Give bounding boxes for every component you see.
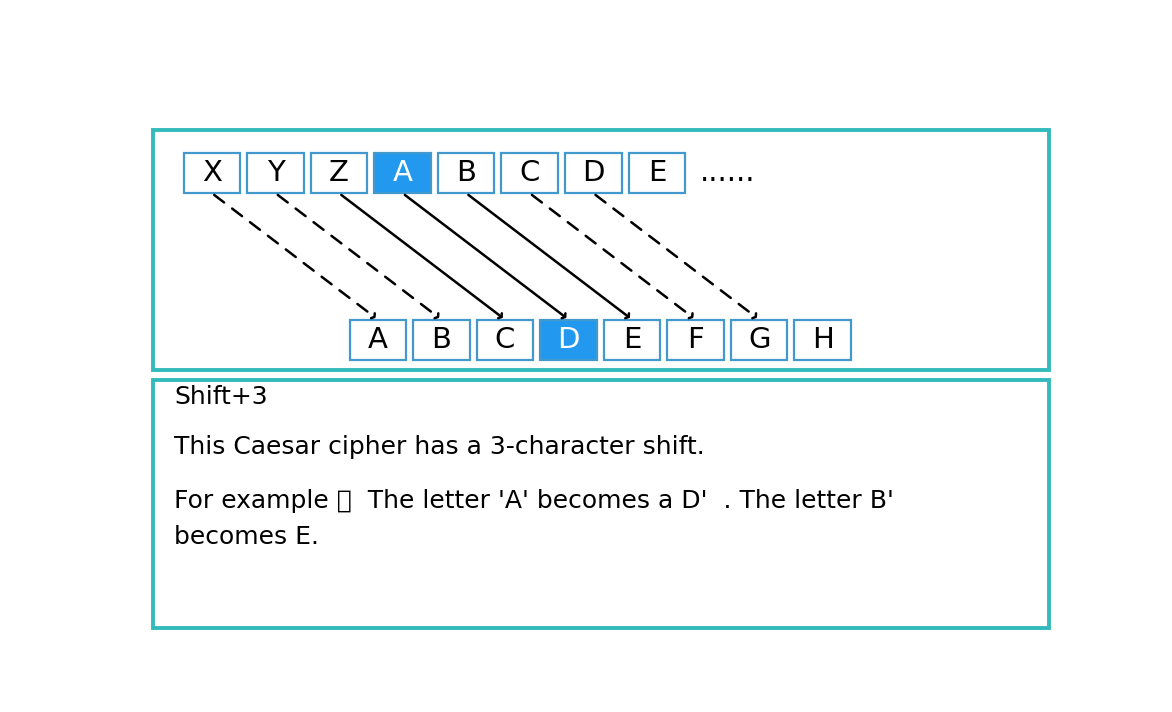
Text: D: D	[582, 159, 605, 187]
Bar	[349, 320, 407, 360]
Bar	[540, 320, 597, 360]
Text: Y: Y	[266, 159, 285, 187]
Text: Shift+3: Shift+3	[175, 385, 268, 409]
Text: becomes E.: becomes E.	[175, 525, 320, 550]
Text: ......: ......	[700, 159, 755, 187]
Bar	[247, 153, 304, 193]
Text: C: C	[495, 325, 516, 354]
Bar	[152, 130, 1049, 370]
Bar	[311, 153, 367, 193]
Bar	[565, 153, 621, 193]
Bar	[731, 320, 788, 360]
Bar	[604, 320, 660, 360]
Text: X: X	[202, 159, 222, 187]
Bar	[438, 153, 495, 193]
Text: Z: Z	[329, 159, 349, 187]
Bar	[795, 320, 851, 360]
Text: H: H	[812, 325, 833, 354]
Bar	[374, 153, 431, 193]
Text: B: B	[456, 159, 476, 187]
Bar	[502, 153, 558, 193]
Text: E: E	[648, 159, 666, 187]
Text: This Caesar cipher has a 3-character shift.: This Caesar cipher has a 3-character shi…	[175, 435, 706, 459]
Bar	[184, 153, 240, 193]
Text: D: D	[557, 325, 580, 354]
Bar	[477, 320, 533, 360]
Bar	[628, 153, 686, 193]
Text: A: A	[368, 325, 388, 354]
Text: B: B	[431, 325, 451, 354]
Text: For example ，  The letter 'A' becomes a D'  . The letter B': For example ， The letter 'A' becomes a D…	[175, 489, 894, 513]
Bar	[152, 379, 1049, 627]
Text: C: C	[519, 159, 540, 187]
Bar	[667, 320, 724, 360]
Text: G: G	[748, 325, 770, 354]
Bar	[413, 320, 470, 360]
Text: F: F	[687, 325, 704, 354]
Text: E: E	[622, 325, 641, 354]
Text: A: A	[393, 159, 413, 187]
